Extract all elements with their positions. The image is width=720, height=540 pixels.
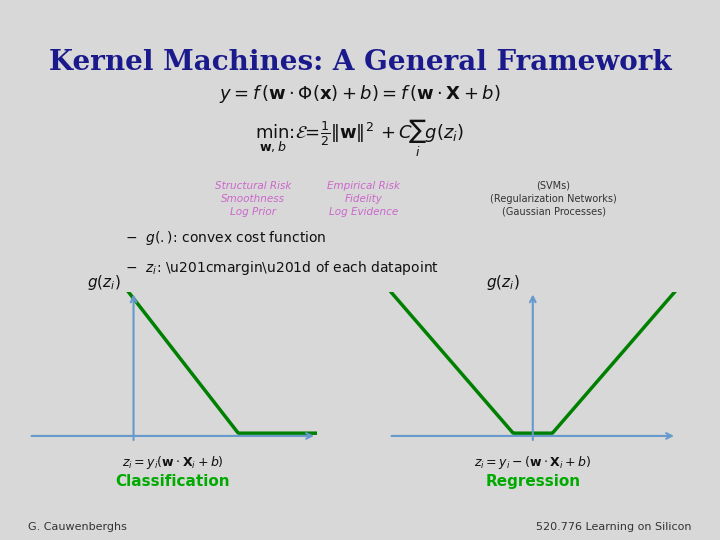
Text: $\min_{\mathbf{w},b}:\mathcal{E}=\frac{1}{2}\|\mathbf{w}\|^2 + C\!\sum_i g(z_i)$: $\min_{\mathbf{w},b}:\mathcal{E}=\frac{1…	[256, 118, 464, 159]
Text: $z_i = y_i(\mathbf{w}\cdot\mathbf{X}_i+b)$: $z_i = y_i(\mathbf{w}\cdot\mathbf{X}_i+b…	[122, 454, 224, 471]
Text: $y = f\,(\mathbf{w}\cdot\Phi(\mathbf{x})+b) = f\,(\mathbf{w}\cdot\mathbf{X}+b)$: $y = f\,(\mathbf{w}\cdot\Phi(\mathbf{x})…	[219, 83, 501, 105]
Text: $-\ \ g(.)$: convex cost function: $-\ \ g(.)$: convex cost function	[125, 229, 326, 247]
Text: Empirical Risk
Fidelity
Log Evidence: Empirical Risk Fidelity Log Evidence	[327, 180, 400, 217]
Text: Kernel Machines: A General Framework: Kernel Machines: A General Framework	[49, 49, 671, 76]
Text: $g(z_i)$: $g(z_i)$	[87, 273, 120, 292]
Text: 520.776 Learning on Silicon: 520.776 Learning on Silicon	[536, 522, 692, 531]
Text: Structural Risk
Smoothness
Log Prior: Structural Risk Smoothness Log Prior	[215, 180, 291, 217]
Text: Classification: Classification	[115, 475, 230, 489]
Text: $g(z_i)$: $g(z_i)$	[486, 273, 520, 292]
Text: Regression: Regression	[485, 475, 580, 489]
Text: G. Cauwenberghs: G. Cauwenberghs	[28, 522, 127, 531]
Text: (SVMs)
(Regularization Networks)
(Gaussian Processes): (SVMs) (Regularization Networks) (Gaussi…	[490, 180, 617, 217]
Text: $-\ \ z_i$: \u201cmargin\u201d of each datapoint: $-\ \ z_i$: \u201cmargin\u201d of each d…	[125, 259, 439, 276]
Text: $z_i = y_i - (\mathbf{w}\cdot\mathbf{X}_i+b)$: $z_i = y_i - (\mathbf{w}\cdot\mathbf{X}_…	[474, 454, 591, 471]
